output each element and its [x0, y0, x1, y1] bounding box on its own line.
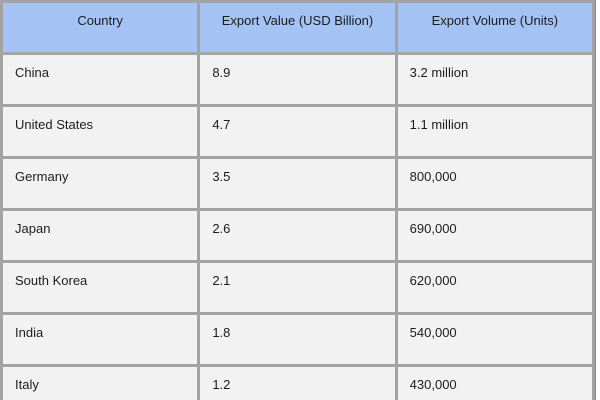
cell-export-volume: 430,000 [394, 364, 596, 400]
cell-export-volume: 620,000 [394, 260, 596, 315]
cell-country: China [0, 52, 201, 107]
table-row: India 1.8 540,000 [0, 312, 596, 367]
cell-country: Japan [0, 208, 201, 263]
cell-export-volume: 3.2 million [394, 52, 596, 107]
cell-export-value: 3.5 [197, 156, 398, 211]
table-row: China 8.9 3.2 million [0, 52, 596, 107]
cell-export-value: 1.8 [197, 312, 398, 367]
cell-country: Italy [0, 364, 201, 400]
column-header-export-value: Export Value (USD Billion) [197, 0, 398, 55]
cell-country: United States [0, 104, 201, 159]
cell-export-volume: 1.1 million [394, 104, 596, 159]
cell-export-value: 1.2 [197, 364, 398, 400]
table-header-row: Country Export Value (USD Billion) Expor… [0, 0, 596, 55]
table-row: Germany 3.5 800,000 [0, 156, 596, 211]
cell-export-value: 2.6 [197, 208, 398, 263]
cell-country: Germany [0, 156, 201, 211]
column-header-export-volume: Export Volume (Units) [394, 0, 596, 55]
cell-export-volume: 540,000 [394, 312, 596, 367]
cell-export-volume: 690,000 [394, 208, 596, 263]
table-row: Japan 2.6 690,000 [0, 208, 596, 263]
column-header-country: Country [0, 0, 201, 55]
table-row: South Korea 2.1 620,000 [0, 260, 596, 315]
cell-export-value: 8.9 [197, 52, 398, 107]
cell-export-value: 2.1 [197, 260, 398, 315]
cell-export-volume: 800,000 [394, 156, 596, 211]
table-row: Italy 1.2 430,000 [0, 364, 596, 400]
cell-country: India [0, 312, 201, 367]
cell-export-value: 4.7 [197, 104, 398, 159]
cell-country: South Korea [0, 260, 201, 315]
table-row: United States 4.7 1.1 million [0, 104, 596, 159]
